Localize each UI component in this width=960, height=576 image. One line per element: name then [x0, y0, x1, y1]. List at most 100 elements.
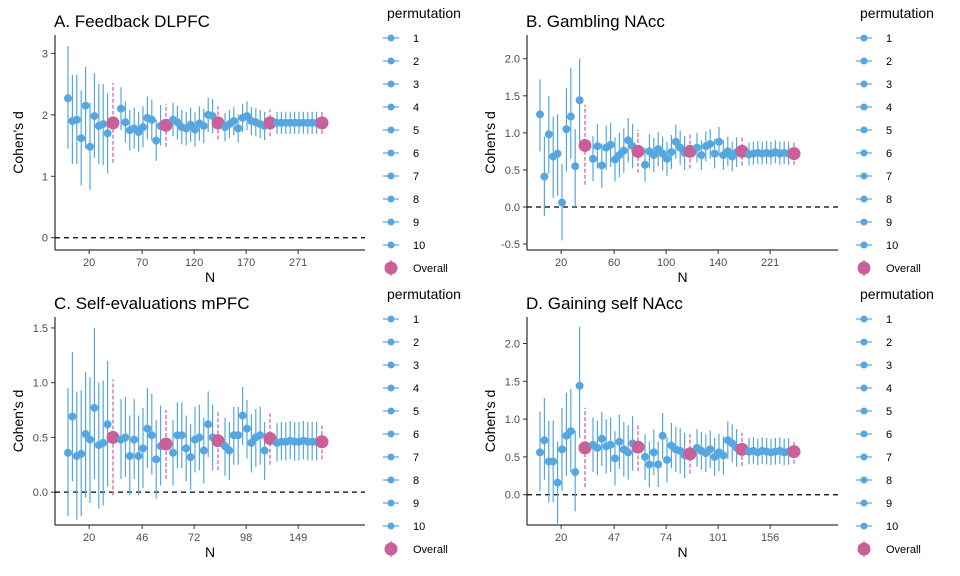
permutation-point: [544, 130, 553, 139]
permutation-point: [195, 433, 204, 442]
group-101: [693, 421, 749, 476]
overall-point: [787, 147, 801, 161]
legend-swatch: [387, 80, 395, 88]
permutation-point: [243, 424, 251, 433]
legend-swatch: [860, 384, 868, 392]
legend-swatch: [387, 103, 395, 111]
overall-point: [159, 118, 173, 132]
panel-title: C. Self-evaluations mPFC: [54, 294, 250, 313]
y-tick-label: 3: [42, 48, 48, 60]
legend-entry: 3: [886, 360, 892, 372]
x-tick-label: 47: [608, 532, 620, 544]
y-tick-label: 2: [42, 110, 48, 122]
group-20: [64, 46, 120, 190]
x-tick-label: 20: [555, 257, 567, 269]
legend-swatch: [387, 361, 395, 369]
x-tick-label: 60: [608, 257, 620, 269]
x-tick-label: 120: [185, 257, 203, 269]
permutation-point: [121, 118, 130, 127]
legend-entry: 2: [886, 337, 892, 349]
permutation-point: [558, 445, 566, 454]
legend-swatch: [860, 430, 868, 438]
permutation-point: [139, 123, 147, 132]
y-tick-label: 0.5: [33, 432, 48, 444]
permutation-point: [125, 452, 134, 461]
legend-overall-swatch: [384, 261, 398, 275]
legend-swatch: [387, 172, 395, 180]
x-tick-label: 72: [188, 532, 200, 544]
x-tick-label: 140: [709, 257, 727, 269]
y-axis-label: Cohen's d: [10, 390, 26, 453]
legend-swatch: [860, 34, 868, 42]
permutation-point: [715, 137, 723, 146]
permutation-point: [77, 449, 86, 458]
legend-entry: Overall: [886, 544, 921, 556]
y-tick-label: 0.0: [505, 202, 520, 214]
legend-swatch: [387, 126, 395, 134]
panel-2: B. Gambling NAcc -0.5 0.0 0.5 1.0 1.5 2.0 20 60 1…: [482, 5, 934, 285]
permutation-point: [667, 148, 676, 157]
legend-swatch: [860, 241, 868, 249]
legend-title: permutation: [387, 5, 461, 21]
x-tick-label: 221: [761, 257, 779, 269]
y-axis-label: Cohen's d: [482, 111, 498, 174]
x-tick-label: 20: [83, 532, 95, 544]
y-tick-label: 1.0: [505, 128, 520, 140]
y-tick-label: 1.5: [505, 376, 520, 388]
legend-swatch: [860, 126, 868, 134]
legend-entry: 5: [886, 406, 892, 418]
x-tick-label: 170: [237, 257, 255, 269]
legend-swatch: [860, 315, 868, 323]
y-tick-label: 1.5: [505, 91, 520, 103]
legend-title: permutation: [860, 5, 934, 21]
legend-entry: 5: [413, 406, 419, 418]
permutation-point: [645, 460, 654, 469]
permutation-point: [553, 149, 562, 158]
x-tick-label: 156: [761, 532, 779, 544]
permutation-point: [536, 448, 544, 457]
legend-swatch: [860, 522, 868, 530]
overall-point: [159, 437, 173, 451]
permutation-point: [182, 444, 191, 453]
x-axis-label: N: [677, 544, 687, 560]
legend-swatch: [387, 149, 395, 157]
legend-swatch: [860, 499, 868, 507]
permutation-point: [558, 198, 566, 207]
y-tick-label: 1.0: [505, 414, 520, 426]
permutation-point: [663, 154, 671, 163]
overall-point: [631, 440, 645, 454]
legend-entry: 1: [413, 33, 419, 45]
permutation-point: [549, 457, 558, 466]
overall-point: [683, 447, 697, 461]
permutation-point: [624, 136, 633, 145]
legend-swatch: [387, 384, 395, 392]
legend-swatch: [860, 172, 868, 180]
permutation-point: [566, 112, 575, 121]
permutation-point: [693, 143, 701, 152]
legend-entry: 7: [886, 171, 892, 183]
permutation-point: [191, 125, 199, 134]
permutation-point: [706, 139, 715, 148]
group-100: [641, 124, 697, 182]
permutation-point: [64, 94, 72, 103]
permutation-point: [134, 452, 143, 461]
permutation-point: [658, 431, 667, 440]
x-axis-label: N: [677, 269, 687, 285]
x-tick-label: 74: [660, 532, 672, 544]
permutation-point: [575, 96, 584, 105]
x-tick-label: 149: [289, 532, 307, 544]
permutation-point: [90, 112, 99, 121]
legend-swatch: [860, 476, 868, 484]
legend-entry: 10: [886, 521, 898, 533]
permutation-point: [606, 440, 615, 449]
legend-entry: 8: [413, 194, 419, 206]
permutation-point: [99, 120, 108, 129]
overall-point: [106, 430, 120, 444]
legend-entry: 9: [413, 217, 419, 229]
x-axis-label: N: [205, 269, 215, 285]
permutation-point: [147, 431, 156, 440]
overall-point: [263, 116, 277, 130]
permutation-point: [697, 151, 706, 160]
permutation-point: [64, 448, 72, 457]
